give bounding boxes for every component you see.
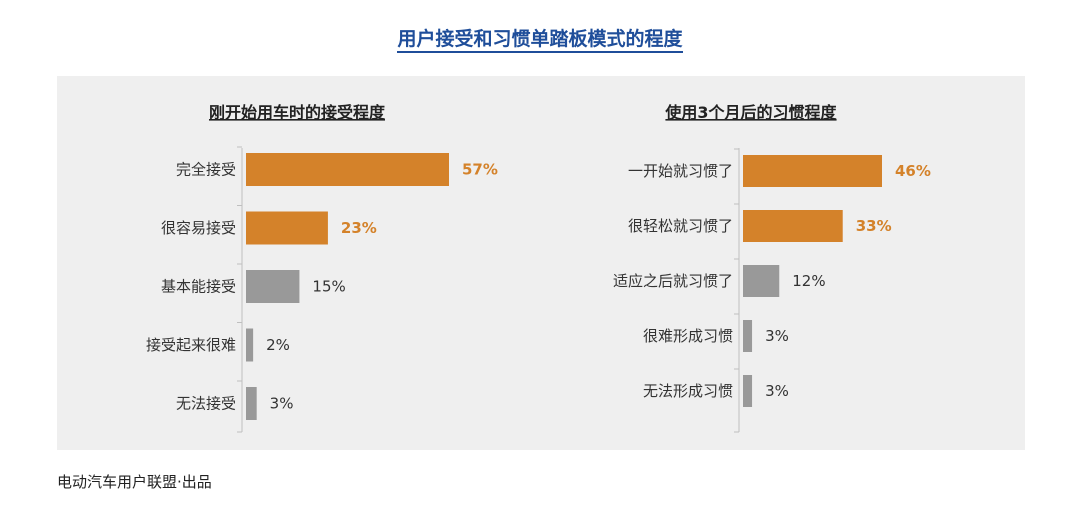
bar bbox=[246, 328, 254, 362]
bar bbox=[743, 320, 753, 352]
chart-title: 使用3个月后的习惯程度 bbox=[664, 103, 837, 122]
bar bbox=[246, 270, 300, 303]
data-label: 12% bbox=[792, 272, 825, 290]
data-label: 3% bbox=[270, 395, 294, 413]
category-label: 很容易接受 bbox=[161, 219, 236, 237]
bar bbox=[246, 153, 449, 186]
data-label: 57% bbox=[462, 161, 498, 179]
chart-title: 刚开始用车时的接受程度 bbox=[209, 103, 386, 122]
category-label: 完全接受 bbox=[176, 161, 236, 179]
page-title: 用户接受和习惯单踏板模式的程度 bbox=[0, 27, 1080, 53]
category-label: 很轻松就习惯了 bbox=[628, 217, 733, 235]
footer-credit: 电动汽车用户联盟·出品 bbox=[57, 473, 212, 491]
data-label: 3% bbox=[765, 382, 789, 400]
data-label: 3% bbox=[765, 327, 789, 345]
category-label: 基本能接受 bbox=[161, 278, 236, 296]
bar bbox=[246, 211, 328, 245]
bar bbox=[246, 387, 257, 420]
category-label: 一开始就习惯了 bbox=[628, 162, 733, 180]
category-label: 无法形成习惯 bbox=[643, 382, 733, 400]
bar bbox=[743, 265, 780, 297]
data-label: 33% bbox=[856, 217, 892, 235]
bar bbox=[743, 155, 882, 187]
category-label: 很难形成习惯 bbox=[643, 327, 733, 345]
data-label: 15% bbox=[312, 278, 345, 296]
category-label: 适应之后就习惯了 bbox=[613, 272, 733, 290]
data-label: 23% bbox=[341, 219, 377, 237]
category-label: 接受起来很难 bbox=[146, 336, 236, 354]
data-label: 46% bbox=[895, 162, 931, 180]
chart-panel bbox=[57, 76, 1025, 450]
page-title-text: 用户接受和习惯单踏板模式的程度 bbox=[397, 28, 683, 53]
bar bbox=[743, 375, 753, 407]
bar bbox=[743, 210, 843, 242]
data-label: 2% bbox=[266, 336, 290, 354]
category-label: 无法接受 bbox=[176, 395, 236, 413]
